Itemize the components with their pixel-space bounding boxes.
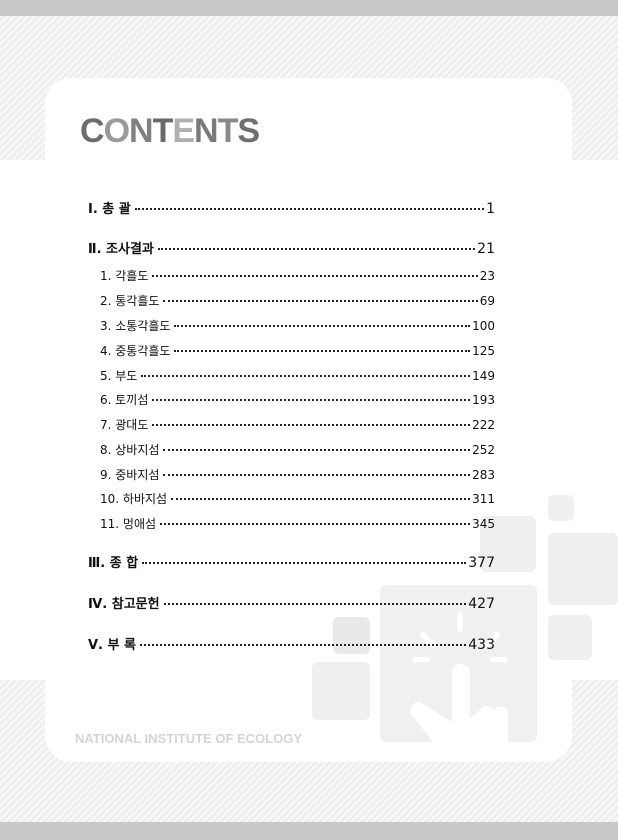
leader-dots xyxy=(157,248,476,250)
toc-label: 1. 각흘도 xyxy=(100,269,149,283)
toc-section[interactable]: 8. 상바지섬 252 xyxy=(100,441,495,458)
toc-page-number: 345 xyxy=(472,517,495,531)
toc-section[interactable]: 9. 중바지섬 283 xyxy=(100,466,495,483)
toc-label: Ⅰ. 총 괄 xyxy=(88,202,131,217)
toc-page-number: 311 xyxy=(472,492,495,506)
toc-page-number: 433 xyxy=(468,637,495,653)
leader-dots xyxy=(152,275,478,277)
leader-dots xyxy=(142,562,467,564)
toc-chapter[interactable]: Ⅳ. 참고문헌 427 xyxy=(88,593,495,612)
toc-label: 8. 상바지섬 xyxy=(100,443,160,457)
toc-page-number: 69 xyxy=(479,294,495,308)
toc-section[interactable]: 6. 토끼섬 193 xyxy=(100,391,495,408)
toc-label: 5. 부도 xyxy=(100,369,138,383)
title-letter: S xyxy=(237,112,260,150)
toc-chapter[interactable]: Ⅲ. 종 합 377 xyxy=(88,552,495,571)
hand-pointer-icon xyxy=(410,612,508,742)
toc-page-number: 149 xyxy=(472,369,495,383)
toc-page-number: 125 xyxy=(472,344,495,358)
leader-dots xyxy=(163,603,467,605)
toc-page-number: 377 xyxy=(468,555,495,571)
leader-dots xyxy=(163,474,471,476)
toc-page-number: 1 xyxy=(486,201,495,217)
toc-section[interactable]: 5. 부도 149 xyxy=(100,367,495,384)
toc-label: 7. 광대도 xyxy=(100,418,149,432)
toc-page-number: 222 xyxy=(472,418,495,432)
top-bar xyxy=(0,0,618,16)
leader-dots xyxy=(163,300,478,302)
toc-section[interactable]: 1. 각흘도 23 xyxy=(100,267,495,284)
toc-section[interactable]: 7. 광대도 222 xyxy=(100,416,495,433)
title-letter: E xyxy=(172,112,195,150)
toc-section[interactable]: 10. 하바지섬 311 xyxy=(100,490,495,507)
toc-label: Ⅳ. 참고문헌 xyxy=(88,597,160,612)
toc-label: Ⅱ. 조사결과 xyxy=(88,242,154,257)
toc-label: 11. 멍애섬 xyxy=(100,517,157,531)
leader-dots xyxy=(141,375,471,377)
toc-page-number: 193 xyxy=(472,393,495,407)
toc-label: 2. 통각흘도 xyxy=(100,294,160,308)
title-letter: O xyxy=(103,112,130,150)
toc-chapter[interactable]: Ⅴ. 부 록 433 xyxy=(88,634,495,653)
leader-dots xyxy=(171,498,471,500)
title-letter: T xyxy=(152,112,174,150)
toc-label: 10. 하바지섬 xyxy=(100,492,168,506)
toc-label: Ⅲ. 종 합 xyxy=(88,556,139,571)
toc-page-number: 427 xyxy=(468,596,495,612)
leader-dots xyxy=(163,449,471,451)
toc-label: Ⅴ. 부 록 xyxy=(88,638,136,653)
toc-chapter[interactable]: Ⅰ. 총 괄 1 xyxy=(88,198,495,217)
leader-dots xyxy=(152,399,471,401)
title-letter: N xyxy=(129,112,154,150)
toc-label: 3. 소통각흘도 xyxy=(100,319,171,333)
leader-dots xyxy=(134,208,485,210)
toc-section[interactable]: 4. 중통각흘도 125 xyxy=(100,342,495,359)
toc-page-number: 23 xyxy=(479,269,495,283)
footer-institute: NATIONAL INSTITUTE OF ECOLOGY xyxy=(75,731,303,746)
bottom-bar xyxy=(0,822,618,840)
leader-dots xyxy=(174,325,471,327)
toc-label: 6. 토끼섬 xyxy=(100,393,149,407)
toc-label: 4. 중통각흘도 xyxy=(100,344,171,358)
toc-page-number: 100 xyxy=(472,319,495,333)
title-letter: T xyxy=(217,112,239,150)
toc-chapter[interactable]: Ⅱ. 조사결과 21 xyxy=(88,238,495,257)
leader-dots xyxy=(160,523,471,525)
page-title: CONTENTS xyxy=(80,112,260,151)
leader-dots xyxy=(139,644,467,646)
title-letter: N xyxy=(194,112,219,150)
toc-section[interactable]: 2. 통각흘도 69 xyxy=(100,292,495,309)
toc-page-number: 283 xyxy=(472,468,495,482)
leader-dots xyxy=(152,424,471,426)
toc-page-number: 252 xyxy=(472,443,495,457)
toc-label: 9. 중바지섬 xyxy=(100,468,160,482)
leader-dots xyxy=(174,350,471,352)
toc-page-number: 21 xyxy=(477,241,495,257)
title-letter: C xyxy=(80,112,105,150)
toc-section[interactable]: 11. 멍애섬 345 xyxy=(100,515,495,532)
toc-section[interactable]: 3. 소통각흘도 100 xyxy=(100,317,495,334)
